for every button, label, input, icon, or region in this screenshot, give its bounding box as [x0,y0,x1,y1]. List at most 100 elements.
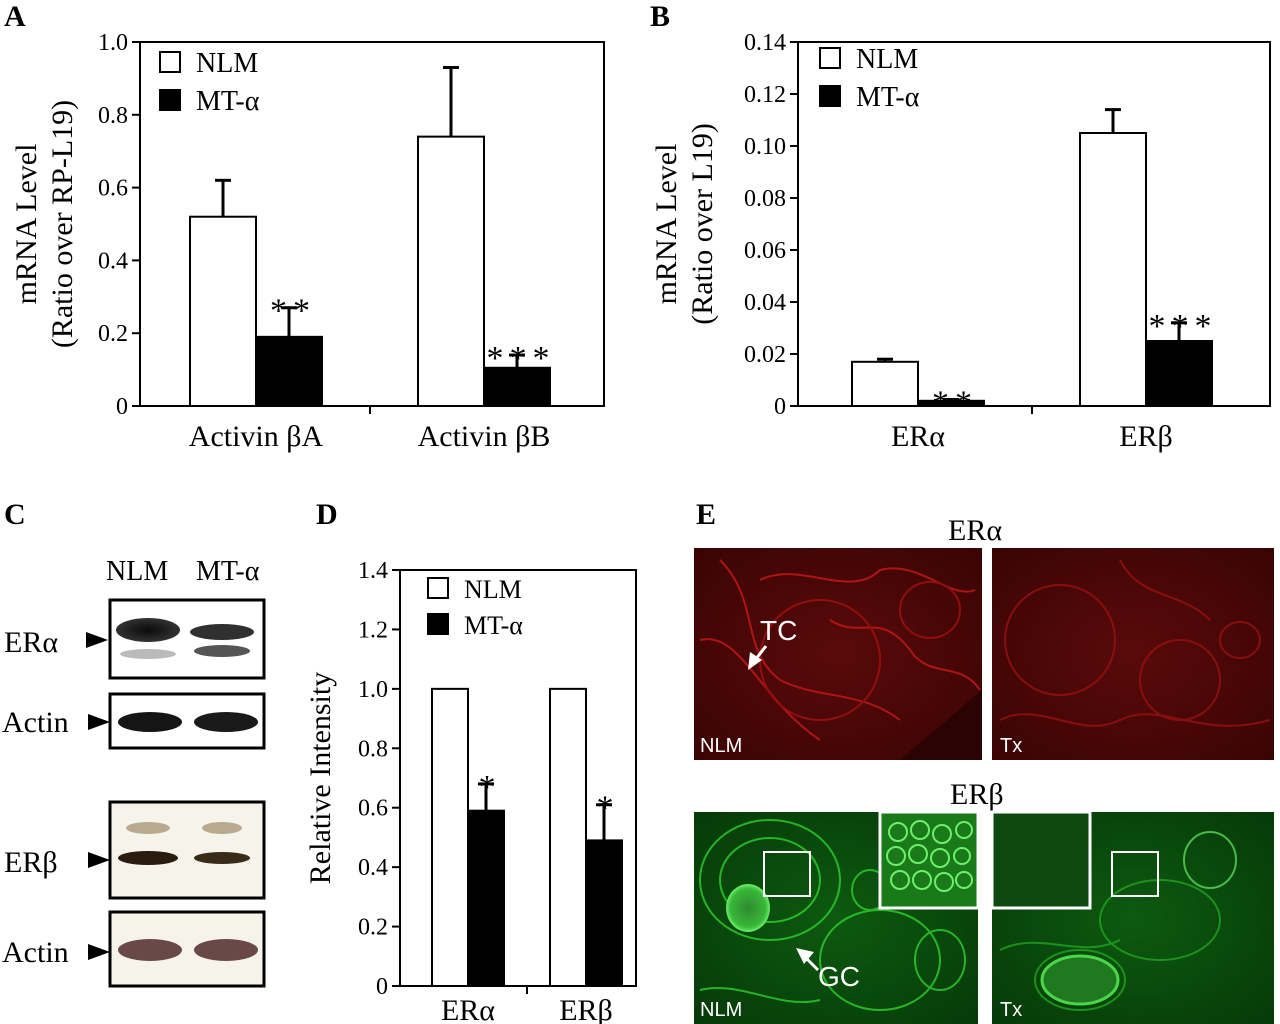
plot-frame [797,41,1271,407]
blot-row-actin-2: Actin [2,936,69,969]
y-tick-label: 0.4 [98,248,128,274]
x-category-label: ERα [441,994,495,1024]
micro-tc-arrowhead [748,652,762,670]
y-tick-label: 0 [376,974,388,1000]
micro-erb-tx-oocyte [1040,954,1120,1006]
legend-label-mt: MT-α [196,86,260,117]
micro-era-tx-texture [999,559,1271,727]
blot-column-nlm: NLM [106,556,168,587]
panel-label-a: A [4,0,26,33]
blot-actin2-band-mt [194,939,258,961]
y-tick-label: 0.2 [98,321,128,347]
micro-era-nlm [694,548,982,760]
blot-actin1-band-mt [194,712,258,732]
panel-label-d: D [316,498,338,531]
blot-erb-frame [108,800,266,900]
blot-actin1-arrow [88,714,110,730]
blot-row-erb: ERβ [4,846,58,879]
y-axis-label: mRNA Level [10,144,43,305]
bar-mt [1145,340,1213,407]
blot-actin2-band-nlm [118,939,182,961]
y-tick-label: 1.0 [98,30,128,56]
significance-marker: ** [932,385,978,422]
blot-row-era: ERα [4,626,58,659]
y-tick-label: 1.2 [358,617,388,643]
micro-era-tx-label: Tx [1000,735,1022,757]
y-tick-label: 0.8 [98,103,128,129]
y-tick-label: 0.4 [358,855,388,881]
plot-frame [139,41,605,407]
x-category-label: Activin βB [418,420,551,453]
y-tick-label: 0.6 [98,176,128,202]
micro-title-erb: ERβ [950,778,1004,811]
y-tick-label: 0.2 [358,915,388,941]
legend-swatch-nlm [427,577,449,599]
blot-era-smear [120,649,176,659]
micro-era-tx [992,548,1274,760]
significance-marker: * [597,790,620,827]
bar-mt [585,839,623,988]
micro-era-nlm-label: NLM [700,735,742,757]
blot-era-band-mt-lower [194,645,250,657]
y-tick-label: 1.0 [358,677,388,703]
bar-nlm [1079,132,1147,407]
y-axis-label-2: (Ratio over L19) [686,123,719,325]
blot-era-band-nlm [116,618,180,642]
legend-swatch-nlm [159,51,181,73]
micro-erb-oocyte [726,884,770,932]
plot-frame [399,569,637,987]
blot-actin2-arrow [88,944,110,960]
significance-marker: *** [1149,308,1218,345]
bar-nlm [189,215,257,407]
chart-a: 0 0.2 0.4 0.6 0.8 1.0 mRNA Level (Ratio over RP… [10,30,605,453]
legend-label-mt: MT-α [464,611,523,640]
legend-swatch-mt [159,89,181,111]
legend-swatch-mt [427,613,449,635]
micro-erb-nlm-label: NLM [700,999,742,1021]
y-tick-label: 0.08 [744,186,786,212]
micro-label-gc: GC [818,961,860,992]
legend-label-nlm: NLM [856,44,918,75]
y-tick-label: 0.14 [744,30,786,56]
chart-d: 0 0.2 0.4 0.6 0.8 1.0 1.2 1.4 Relative Intensity… [304,558,637,1024]
blot-era-arrow [86,632,108,648]
y-tick-label: 0.12 [744,82,786,108]
micro-erb-nlm-texture [699,819,966,1011]
micrograph-panel: ERα TC NLM Tx ERβ [694,514,1274,1024]
y-tick-label: 0.10 [744,134,786,160]
legend-swatch-nlm [819,47,841,69]
significance-marker: ** [270,293,316,330]
panel-label-c: C [4,498,26,531]
x-category-label: ERβ [559,994,613,1024]
y-tick-label: 0 [774,394,786,420]
y-tick-label: 0.04 [744,290,786,316]
x-category-label: ERα [891,420,945,453]
x-category-label: ERβ [1119,420,1173,453]
micro-erb-nlm-roi [763,851,811,897]
legend-label-nlm: NLM [196,48,258,79]
y-axis-label: mRNA Level [650,144,683,305]
micro-erb-tx-texture [999,831,1237,1011]
y-tick-label: 0 [116,394,128,420]
western-blot-panel: NLM MT-α ERα Actin ERβ Actin [2,556,266,988]
bar-nlm [549,687,587,987]
blot-era-band-mt [190,624,254,640]
blot-erb-upper-nlm [126,822,170,834]
blot-actin1-band-nlm [118,712,182,732]
bar-mt [255,335,323,407]
blot-row-actin-1: Actin [2,706,69,739]
panel-label-e: E [696,498,716,531]
y-axis-label: Relative Intensity [304,672,337,884]
micro-label-tc: TC [760,615,797,646]
significance-marker: *** [487,340,556,377]
micro-erb-nlm-inset-cells [886,820,973,892]
legend-label-nlm: NLM [464,575,522,604]
chart-b: 0 0.02 0.04 0.06 0.08 0.10 0.12 0.14 mRNA Level(… [650,30,1271,453]
blot-erb-upper-mt [202,822,242,834]
y-tick-label: 0.6 [358,796,388,822]
y-tick-label: 0.06 [744,238,786,264]
bar-nlm [417,135,485,407]
y-tick-label: 0.8 [358,736,388,762]
micro-era-nlm-dark-band [900,690,982,760]
bar-mt [467,809,505,988]
